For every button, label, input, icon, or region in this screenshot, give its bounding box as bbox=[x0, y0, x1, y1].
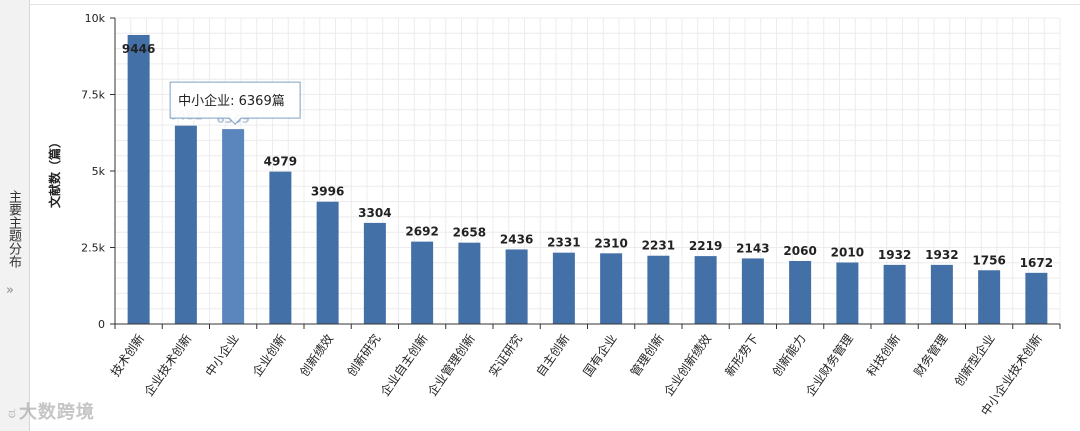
bar[interactable] bbox=[222, 129, 245, 324]
data-label: 2310 bbox=[594, 236, 627, 250]
double-chevron-right-icon[interactable]: » bbox=[6, 283, 14, 298]
data-label: 1932 bbox=[925, 248, 958, 262]
side-panel-label: 主要主题分布 bbox=[6, 190, 21, 268]
bar[interactable] bbox=[363, 222, 386, 324]
bar[interactable] bbox=[741, 258, 764, 324]
bar[interactable] bbox=[1025, 272, 1048, 324]
bars bbox=[127, 34, 1048, 325]
y-tick-label: 2.5k bbox=[81, 242, 105, 255]
bar[interactable] bbox=[647, 255, 670, 324]
x-tick-label: 企业财务管理 bbox=[802, 331, 856, 399]
data-label: 4979 bbox=[264, 155, 297, 169]
x-tick-label: 科技创新 bbox=[863, 331, 903, 379]
x-tick-label: 管理创新 bbox=[627, 331, 667, 379]
bar[interactable] bbox=[127, 34, 150, 325]
bar[interactable] bbox=[552, 252, 575, 324]
y-tick-label: 5k bbox=[92, 165, 106, 178]
bar[interactable] bbox=[930, 264, 953, 324]
data-label: 1932 bbox=[878, 248, 911, 262]
data-label: 2219 bbox=[689, 239, 722, 253]
bar[interactable] bbox=[978, 270, 1001, 324]
data-label: 3996 bbox=[311, 185, 344, 199]
data-label: 2010 bbox=[831, 245, 864, 259]
x-tick-label: 企业创新绩效 bbox=[660, 331, 714, 399]
x-tick-label: 企业创新 bbox=[249, 331, 289, 379]
tooltip: 中小企业: 6369篇 bbox=[169, 81, 301, 125]
data-label: 1756 bbox=[972, 253, 1005, 267]
bar[interactable] bbox=[316, 201, 339, 324]
y-axis-title: 文献数（篇） bbox=[47, 136, 62, 208]
data-label: 2436 bbox=[500, 232, 533, 246]
grid-lines bbox=[114, 17, 1061, 324]
x-tick-label: 企业管理创新 bbox=[424, 331, 478, 399]
weibo-logo-icon: ಠ bbox=[8, 404, 17, 422]
bar[interactable] bbox=[600, 253, 623, 324]
data-label: 3304 bbox=[358, 206, 391, 220]
x-tick-label: 企业技术创新 bbox=[141, 331, 195, 399]
y-tick-label: 10k bbox=[85, 12, 106, 25]
x-tick-label: 中小企业 bbox=[202, 331, 242, 379]
bar[interactable] bbox=[458, 242, 481, 324]
x-tick-label: 创新绩效 bbox=[296, 331, 336, 379]
data-label: 2060 bbox=[783, 244, 816, 258]
data-label: 9446 bbox=[122, 42, 155, 56]
data-label: 1672 bbox=[1020, 256, 1053, 270]
watermark: ಠ 大数跨境 bbox=[8, 398, 95, 424]
x-tick-label: 实证研究 bbox=[485, 331, 525, 379]
tooltip-box bbox=[169, 81, 301, 125]
x-tick-label: 企业自主创新 bbox=[377, 331, 431, 399]
x-tick-label: 创新型企业 bbox=[951, 331, 998, 389]
y-tick-label: 0 bbox=[98, 318, 105, 331]
x-tick-label: 创新研究 bbox=[344, 331, 384, 379]
bar[interactable] bbox=[883, 264, 906, 324]
x-tick-label: 创新能力 bbox=[769, 331, 809, 379]
bar[interactable] bbox=[269, 171, 292, 324]
top-divider bbox=[29, 4, 1080, 5]
watermark-text: 大数跨境 bbox=[18, 402, 95, 423]
bar[interactable] bbox=[411, 241, 434, 324]
bar[interactable] bbox=[174, 125, 197, 324]
side-panel-tab[interactable]: 主要主题分布 » bbox=[0, 0, 30, 431]
y-tick-label: 7.5k bbox=[81, 89, 105, 102]
tooltip-text: 中小企业: 6369篇 bbox=[178, 93, 285, 109]
x-tick-label: 国有企业 bbox=[580, 331, 620, 379]
bar[interactable] bbox=[694, 256, 717, 324]
bar[interactable] bbox=[836, 262, 859, 324]
x-tick-label: 自主创新 bbox=[533, 331, 573, 379]
bar[interactable] bbox=[789, 260, 812, 324]
x-tick-label: 财务管理 bbox=[911, 331, 951, 379]
data-label: 2143 bbox=[736, 241, 769, 255]
x-tick-label: 技术创新 bbox=[107, 331, 147, 379]
data-label: 2658 bbox=[453, 226, 486, 240]
data-label: 2331 bbox=[547, 236, 580, 250]
data-label: 2692 bbox=[405, 225, 438, 239]
x-tick-label: 新形势下 bbox=[722, 331, 762, 379]
data-label: 2231 bbox=[642, 239, 675, 253]
bar[interactable] bbox=[505, 249, 528, 324]
